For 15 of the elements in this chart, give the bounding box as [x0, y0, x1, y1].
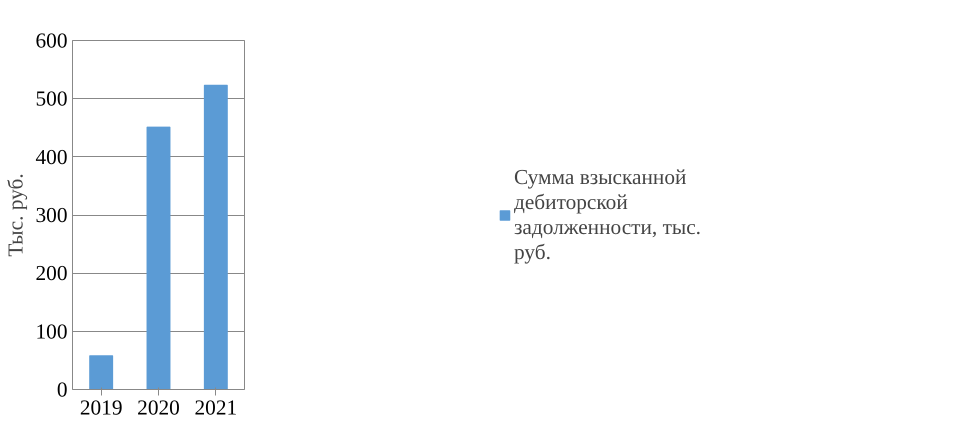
y-tick-label: 600	[36, 28, 68, 52]
y-tick-label: 200	[36, 261, 68, 286]
bar	[146, 126, 170, 390]
y-tick-label: 300	[36, 203, 68, 227]
x-tick-label: 2021	[194, 396, 238, 420]
y-tick-label: 400	[36, 144, 68, 169]
y-axis-title: Тыс. руб.	[4, 173, 28, 257]
bar	[89, 355, 114, 390]
x-tick-label: 2020	[137, 396, 180, 420]
y-tick-label: 0	[56, 378, 68, 402]
bar	[204, 84, 228, 390]
x-tick-label: 2019	[80, 396, 122, 420]
legend-label: Сумма взысканной дебиторской задолженности, тыс. руб.	[514, 164, 702, 264]
y-tick-label: 500	[36, 86, 68, 111]
y-tick-label: 100	[36, 319, 68, 344]
